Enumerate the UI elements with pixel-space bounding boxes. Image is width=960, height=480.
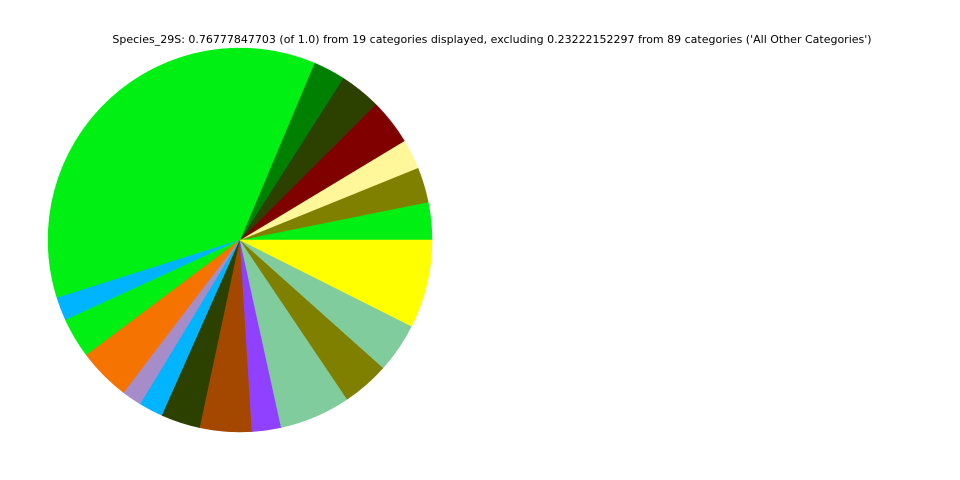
- pie-slice-18: [239, 239, 433, 327]
- pie-slice-6: [47, 47, 315, 299]
- chart-title: Species_29S: 0.76777847703 (of 1.0) from…: [112, 33, 872, 46]
